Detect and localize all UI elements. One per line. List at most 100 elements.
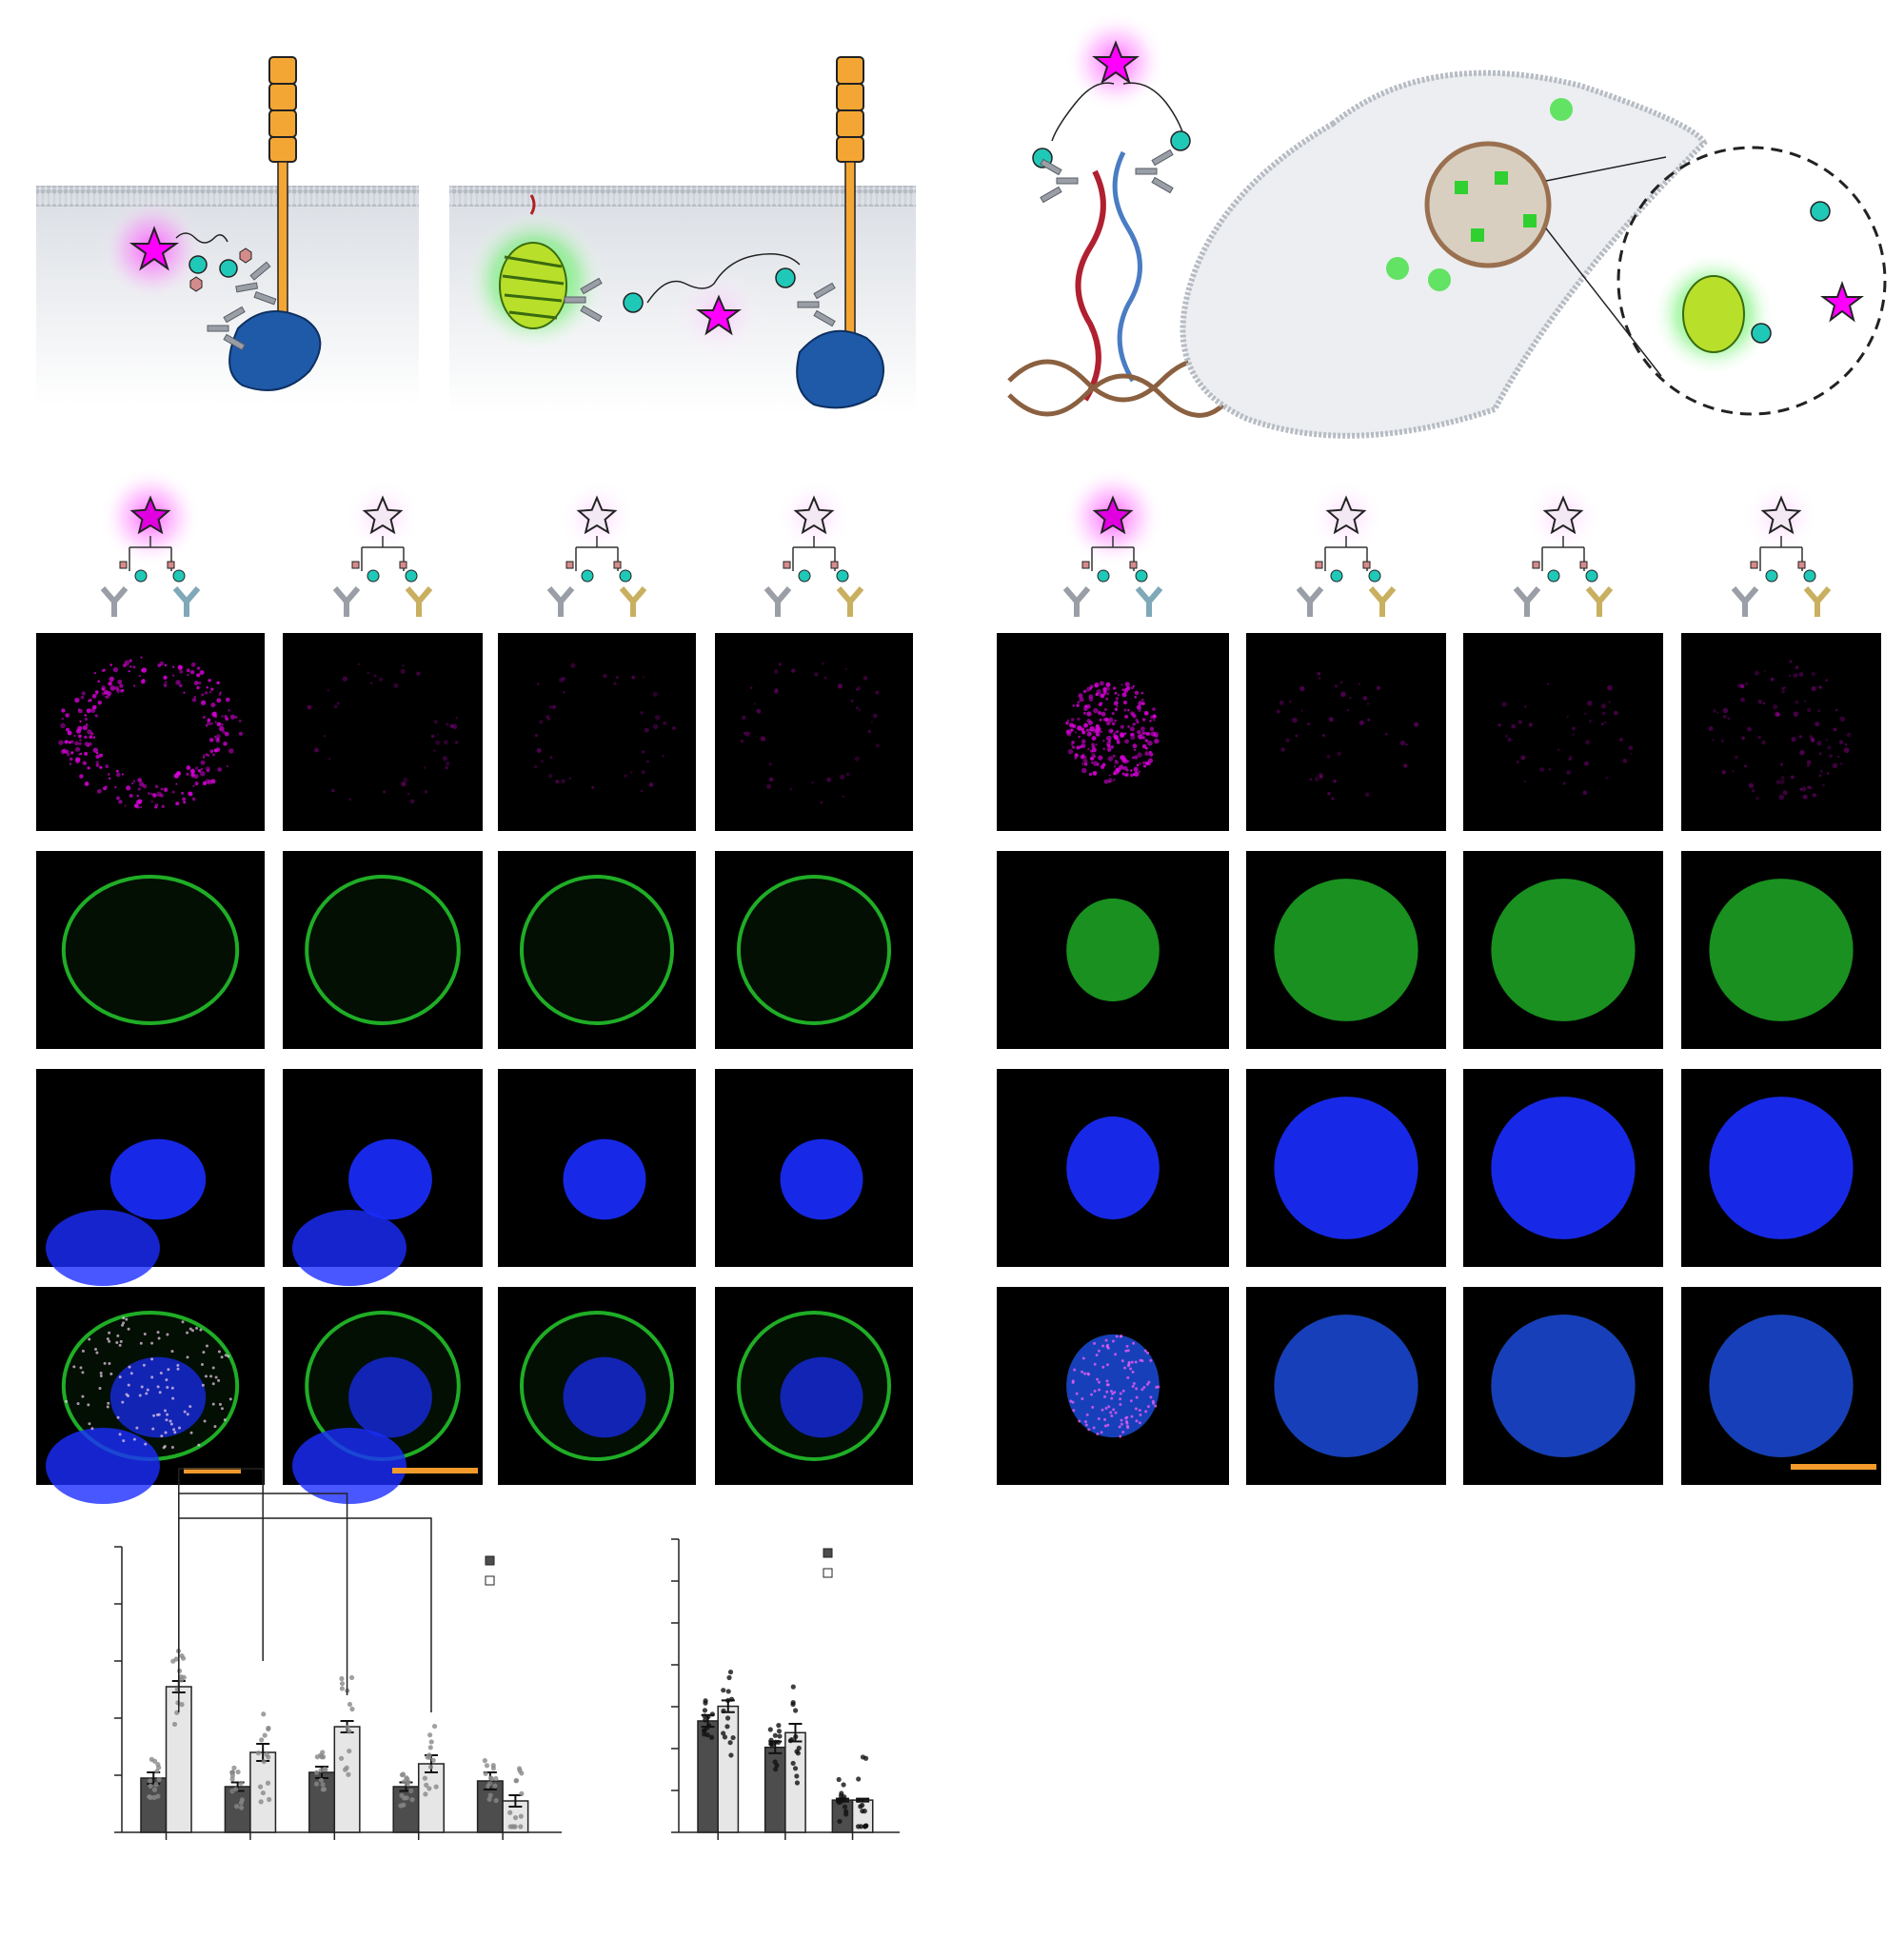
data-point — [404, 1795, 409, 1801]
data-point — [768, 1741, 774, 1747]
data-point — [863, 1755, 869, 1761]
antibody-icon — [1513, 586, 1541, 617]
antibody-icon — [1803, 586, 1832, 617]
star-icon — [793, 495, 835, 535]
panel-merge-2 — [283, 1287, 483, 1504]
data-point — [705, 1713, 711, 1720]
data-point — [401, 1802, 407, 1808]
data-point — [519, 1770, 525, 1776]
data-point — [516, 1766, 523, 1771]
data-point — [422, 1775, 427, 1781]
panel-magenta-5 — [997, 633, 1229, 831]
probe-icon-row — [100, 467, 1832, 617]
data-point — [839, 1790, 844, 1796]
data-point — [708, 1734, 715, 1740]
data-point — [257, 1784, 264, 1790]
data-point — [261, 1759, 267, 1765]
panel-merge-8 — [1681, 1287, 1881, 1485]
data-point — [725, 1689, 731, 1694]
data-point — [488, 1775, 494, 1781]
data-point — [339, 1686, 346, 1691]
data-point — [347, 1748, 352, 1754]
data-point — [486, 1781, 493, 1787]
data-point — [155, 1793, 161, 1799]
data-point — [178, 1677, 185, 1683]
data-point — [776, 1729, 783, 1734]
panel-magenta-3 — [498, 633, 696, 831]
panel-merge-7 — [1463, 1287, 1663, 1485]
panel-magenta-2 — [283, 633, 483, 831]
probe-icon-6 — [1296, 479, 1397, 617]
antibody-icon — [1135, 586, 1163, 617]
microscopy-grid — [36, 633, 1881, 1504]
bar-s2-c3 — [333, 1726, 361, 1833]
panel-green-7 — [1463, 851, 1663, 1049]
data-point — [425, 1754, 430, 1760]
data-point — [724, 1715, 731, 1721]
data-point — [703, 1717, 708, 1723]
data-point — [703, 1700, 708, 1706]
antibody-icon — [764, 586, 792, 617]
data-point — [790, 1700, 796, 1706]
data-point — [238, 1780, 244, 1787]
data-point — [347, 1729, 352, 1734]
data-point — [342, 1767, 348, 1772]
data-point — [424, 1782, 429, 1788]
data-point — [323, 1767, 328, 1772]
data-point — [490, 1763, 496, 1769]
data-point — [233, 1787, 239, 1792]
star-icon — [1092, 495, 1134, 535]
schematic-membrane-far — [449, 56, 916, 414]
antibody-icon — [332, 586, 361, 617]
data-point — [493, 1797, 499, 1804]
bar-s1-c4 — [392, 1786, 420, 1833]
data-point — [727, 1740, 733, 1746]
data-point — [313, 1781, 320, 1787]
data-point — [318, 1777, 324, 1783]
gfp-barrel-icon — [499, 242, 567, 329]
data-point — [837, 1818, 843, 1825]
panel-blue-8 — [1681, 1069, 1881, 1267]
data-point — [320, 1782, 326, 1788]
data-point — [842, 1804, 848, 1809]
data-point — [768, 1737, 774, 1743]
data-point — [346, 1771, 351, 1777]
data-point — [483, 1770, 488, 1776]
data-point — [724, 1724, 730, 1730]
data-point — [427, 1764, 434, 1770]
data-point — [509, 1824, 515, 1829]
panel-merge-4 — [715, 1287, 913, 1485]
panel-magenta-8 — [1681, 633, 1881, 831]
bar-chart-1 — [114, 1468, 562, 1840]
antibody-icon — [1062, 586, 1091, 617]
data-point — [860, 1802, 865, 1809]
data-point — [838, 1799, 843, 1805]
data-point — [843, 1809, 849, 1814]
star-icon — [1325, 495, 1367, 535]
probe-icon-5 — [1062, 467, 1163, 617]
bar-s1-c2 — [224, 1786, 251, 1833]
antibody-icon — [405, 586, 433, 617]
data-point — [154, 1769, 160, 1774]
data-point — [262, 1732, 268, 1738]
probe-icon-4 — [764, 479, 864, 617]
data-point — [229, 1776, 235, 1782]
star-icon — [1542, 495, 1584, 535]
star-icon — [129, 495, 171, 535]
panel-green-5 — [997, 851, 1229, 1049]
data-point — [492, 1783, 498, 1789]
scale-bar-1 — [184, 1468, 241, 1473]
scale-bar-3 — [1791, 1464, 1876, 1470]
data-point — [176, 1668, 183, 1673]
data-point — [338, 1755, 345, 1761]
data-point — [427, 1732, 433, 1738]
data-point — [793, 1733, 799, 1740]
antibody-icon — [100, 586, 129, 617]
data-point — [702, 1708, 708, 1713]
data-point — [721, 1708, 726, 1714]
probe-icon-3 — [546, 479, 647, 617]
data-point — [709, 1711, 715, 1717]
data-point — [841, 1782, 846, 1788]
data-point — [772, 1759, 778, 1765]
data-point — [493, 1775, 499, 1782]
